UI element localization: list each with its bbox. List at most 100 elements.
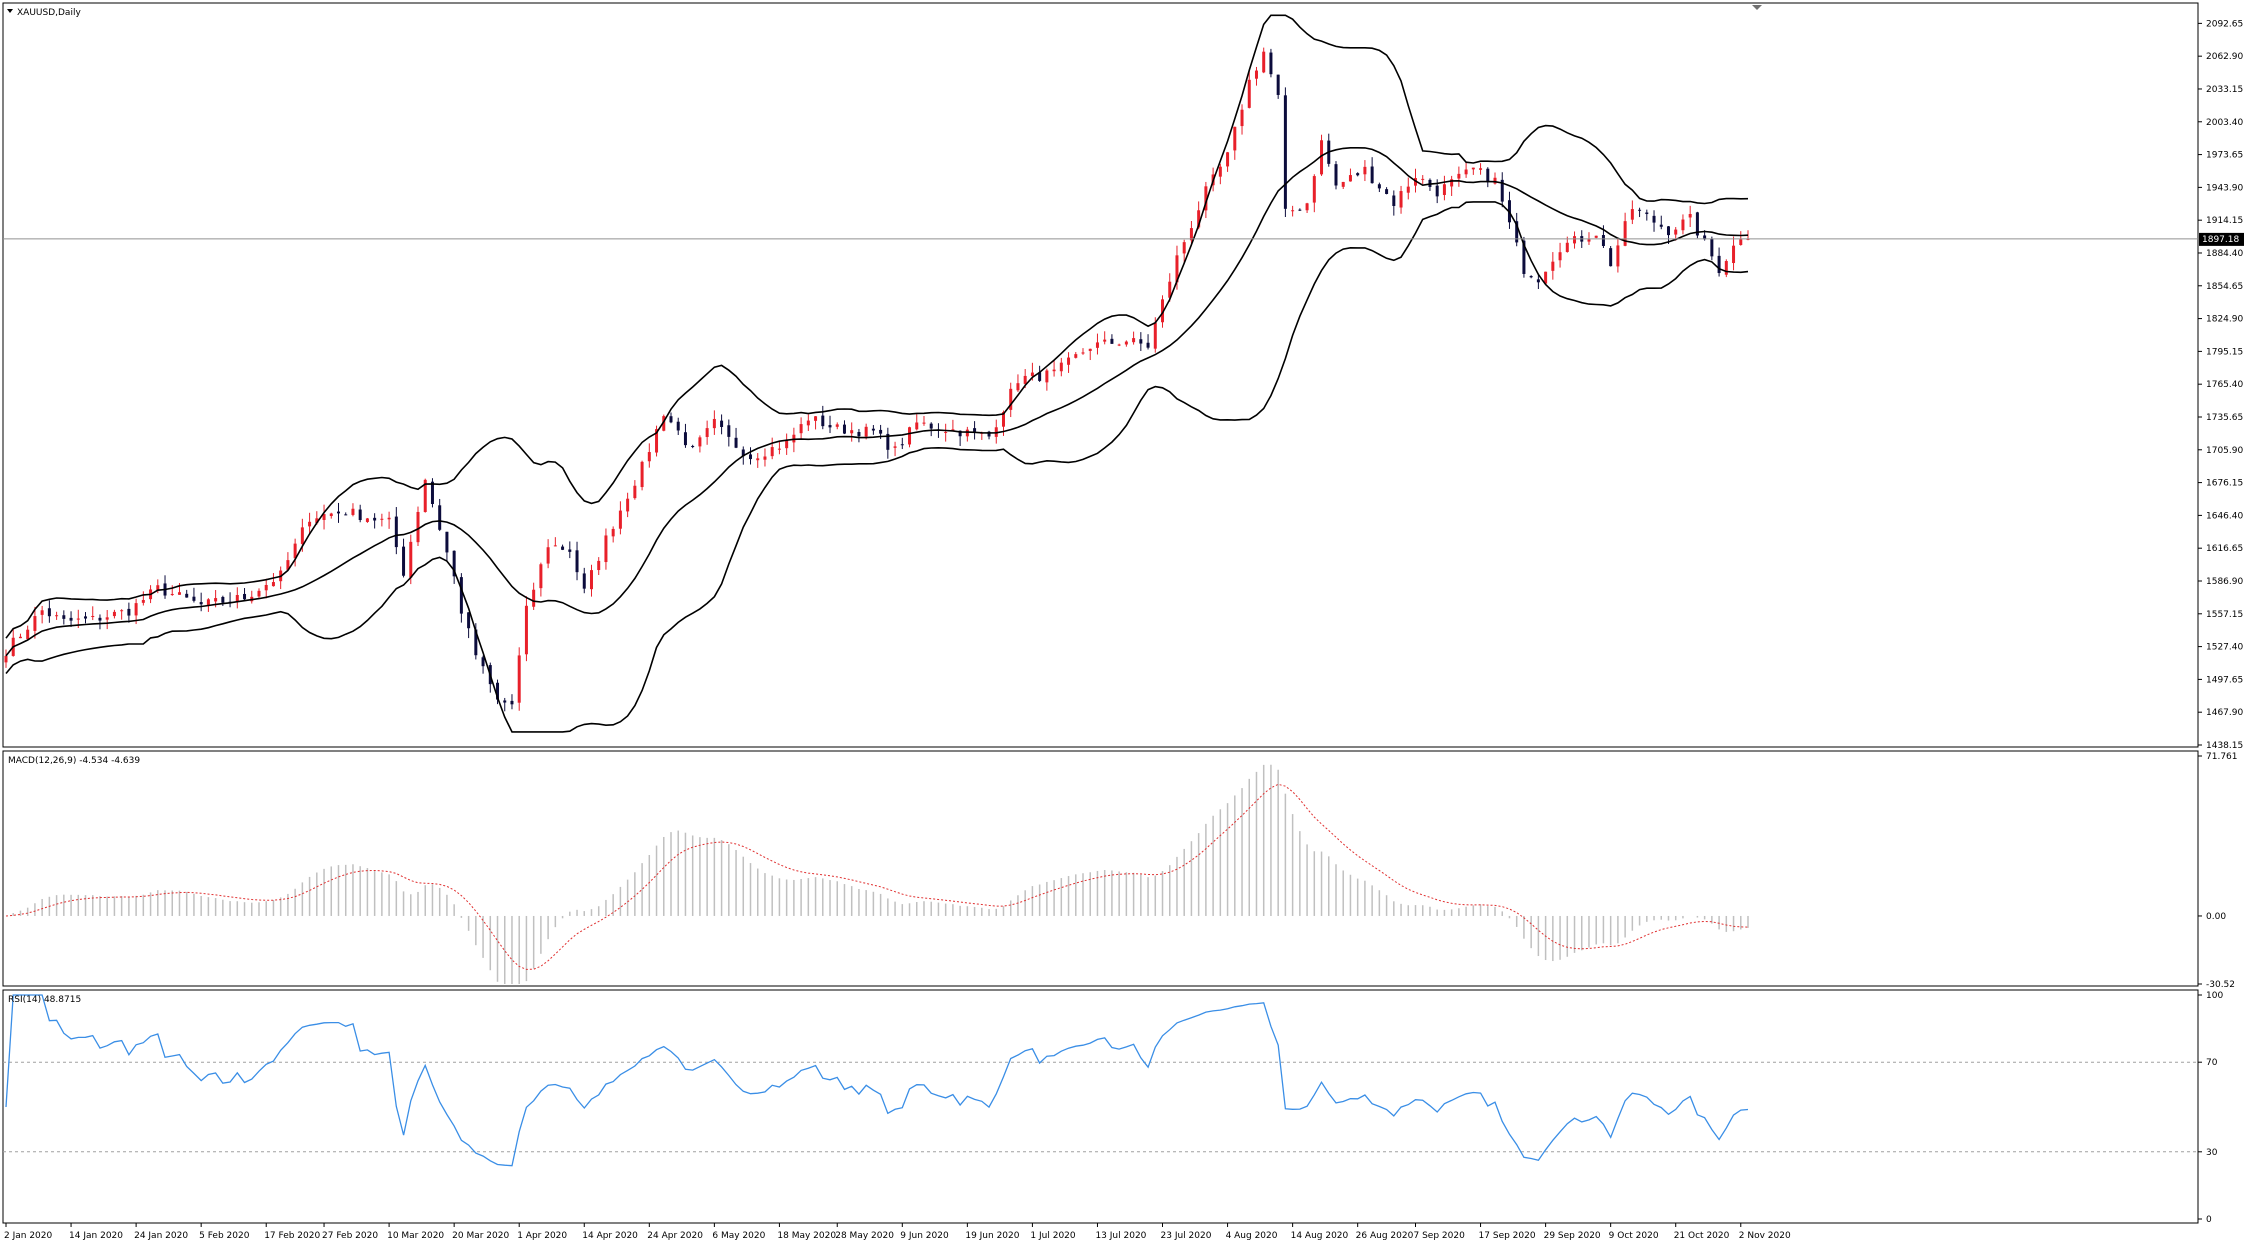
candle <box>1457 166 1461 187</box>
candle-body <box>286 560 290 570</box>
candle <box>1573 231 1577 249</box>
candle-body <box>1009 388 1013 410</box>
candle-body <box>770 447 774 457</box>
candle <box>589 564 593 597</box>
date-tick-label: 2 Nov 2020 <box>1739 1231 1791 1241</box>
candle <box>1688 205 1692 227</box>
candle <box>770 437 774 460</box>
candle <box>973 421 977 440</box>
candle-body <box>84 616 88 619</box>
candle-body <box>47 608 51 617</box>
candle-body <box>365 518 369 522</box>
candle-body <box>55 615 59 617</box>
candle <box>1189 220 1193 246</box>
candle-body <box>893 446 897 448</box>
candle-body <box>1421 178 1425 180</box>
candle <box>546 539 550 569</box>
candle-body <box>850 430 854 434</box>
candle <box>358 504 362 523</box>
candle <box>1363 160 1367 182</box>
candle-body <box>814 416 818 421</box>
candle-body <box>575 550 579 573</box>
candle-body <box>438 505 442 530</box>
candle <box>84 612 88 624</box>
candle-body <box>1341 181 1345 187</box>
candle-body <box>929 423 933 429</box>
candle-body <box>915 422 919 430</box>
candle <box>720 414 724 435</box>
candle <box>1059 357 1063 377</box>
candle-body <box>734 437 738 448</box>
symbol-header[interactable]: XAUUSD,Daily <box>7 8 81 18</box>
candle <box>749 447 753 465</box>
candle-body <box>257 590 261 597</box>
candle <box>1450 175 1454 196</box>
candle-body <box>300 527 304 544</box>
candle-body <box>785 440 789 449</box>
candle-body <box>33 616 37 631</box>
candle <box>1645 209 1649 221</box>
candle-body <box>192 596 196 601</box>
candle <box>1132 331 1136 345</box>
candle-body <box>40 610 44 615</box>
candle <box>785 433 789 455</box>
candle <box>1442 175 1446 201</box>
candle <box>1385 187 1389 195</box>
candle-body <box>445 531 449 553</box>
candle <box>402 538 406 578</box>
candle <box>698 435 702 453</box>
candle-body <box>691 445 695 447</box>
bollinger-lower-line <box>5 201 1749 733</box>
candle-body <box>676 421 680 431</box>
candle-body <box>105 617 109 620</box>
candle-body <box>69 617 73 621</box>
candle-body <box>749 454 753 460</box>
candle-body <box>1276 74 1280 95</box>
shift-marker-icon[interactable] <box>1752 5 1762 10</box>
date-axis: 2 Jan 2020 14 Jan 2020 24 Jan 2020 5 Feb 20… <box>4 1223 1791 1241</box>
candle <box>496 679 500 705</box>
candle <box>1529 275 1533 279</box>
candle-body <box>358 509 362 521</box>
candle-body <box>698 437 702 447</box>
price-tick-label: 1765.40 <box>2206 380 2243 390</box>
candle-body <box>214 598 218 602</box>
candle <box>1717 247 1721 277</box>
candle-body <box>1226 152 1230 167</box>
candle <box>814 416 818 430</box>
candle <box>1334 161 1338 190</box>
candle-body <box>561 546 565 550</box>
candle <box>1659 215 1663 230</box>
candle-body <box>112 611 116 617</box>
candle <box>1486 167 1490 188</box>
candle <box>1348 168 1352 182</box>
rsi-axis: 100 70 30 0 <box>2198 991 2223 1225</box>
candle-body <box>1197 210 1201 228</box>
candle <box>1226 151 1230 172</box>
candle <box>4 649 8 668</box>
candle-body <box>835 424 839 427</box>
candle-body <box>1630 209 1634 220</box>
candle-body <box>669 416 673 423</box>
candle-body <box>1659 224 1663 227</box>
candle-body <box>1638 209 1642 211</box>
candle <box>669 412 673 424</box>
candle-body <box>900 444 904 446</box>
candle <box>1052 359 1056 377</box>
dropdown-triangle-icon[interactable] <box>7 9 13 13</box>
macd-tick-label: 71.761 <box>2206 752 2238 762</box>
candle <box>705 420 709 445</box>
macd-panel-frame <box>2 750 2199 987</box>
candle-body <box>1666 226 1670 236</box>
candle-body <box>1132 338 1136 343</box>
candle-body <box>1435 185 1439 197</box>
candle <box>47 600 51 623</box>
candle-body <box>170 593 174 595</box>
candle-body <box>1305 203 1309 211</box>
candle <box>524 596 528 662</box>
candle-body <box>1124 341 1128 345</box>
candle-body <box>120 610 124 612</box>
